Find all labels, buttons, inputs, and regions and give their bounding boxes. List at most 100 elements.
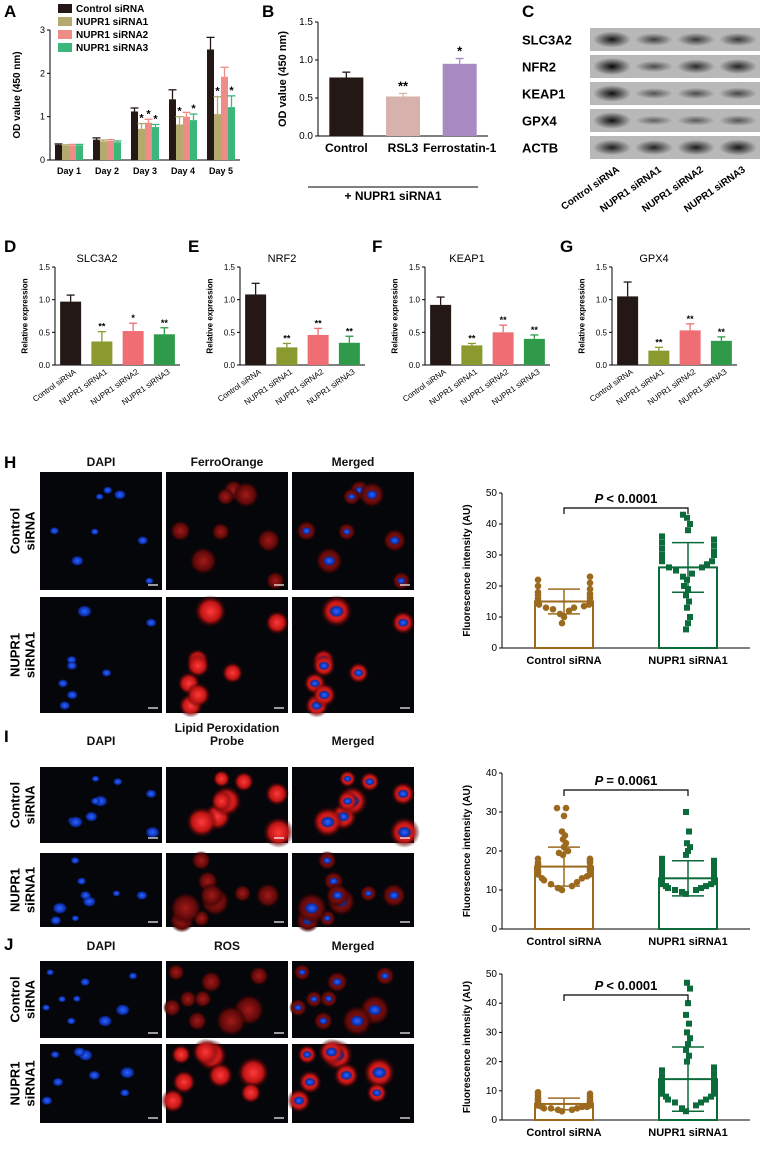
micro-nucleus <box>304 1077 316 1087</box>
a-bar <box>190 120 197 160</box>
h-pvalue: P < 0.0001 <box>595 491 658 506</box>
h-xtick-label: NUPR1 siRNA1 <box>648 655 727 667</box>
micro-nucleus <box>145 618 157 628</box>
h-point <box>687 521 693 527</box>
micro-nucleus <box>343 775 352 783</box>
panel-letter-g: G <box>560 237 573 256</box>
micro-nucleus <box>91 775 100 783</box>
j-point <box>534 1088 542 1096</box>
j-point <box>687 985 693 992</box>
a-bar <box>131 111 138 160</box>
b-ylabel: OD value (450 nm) <box>277 31 289 127</box>
micro-cell <box>210 790 233 812</box>
micro-nucleus <box>320 816 336 829</box>
blot-row-label: NFR2 <box>522 60 556 75</box>
f-ytick-label: 0.0 <box>409 361 421 370</box>
micro-nucleus <box>324 995 334 1003</box>
micro-cell <box>172 1070 196 1094</box>
f-ytick-label: 0.5 <box>409 328 421 337</box>
micro-cell <box>160 1088 186 1113</box>
h-point <box>711 542 717 549</box>
panel-letter-e: E <box>188 237 199 256</box>
a-ylabel: OD value (450 nm) <box>12 51 23 138</box>
micro-nucleus <box>293 1004 303 1012</box>
j-point <box>683 1108 689 1115</box>
micro-nucleus <box>113 489 127 500</box>
a-bar <box>93 139 100 160</box>
h-ytick-label: 40 <box>486 519 498 530</box>
micro-cell <box>170 520 191 542</box>
j-point <box>686 1052 692 1059</box>
i-point <box>711 871 717 878</box>
h-point <box>534 576 542 584</box>
blot-band <box>635 60 673 73</box>
b-ytick-label: 1.5 <box>299 17 313 28</box>
a-bar <box>214 114 221 160</box>
h-point <box>542 604 550 611</box>
h-point <box>684 576 690 583</box>
blot-row-label: KEAP1 <box>522 87 565 102</box>
b-xtick-label: Ferrostatin-1 <box>423 141 497 155</box>
d-bar <box>153 334 175 365</box>
b-xtick-label: Control <box>325 141 368 155</box>
e-ytick-label: 1.0 <box>224 296 236 305</box>
micro-row-label: ControlsiRNA <box>7 976 37 1022</box>
d-star: * <box>131 313 135 323</box>
a-legend-label: NUPR1 siRNA2 <box>76 30 149 41</box>
micro-nucleus <box>90 797 101 806</box>
e-star: ** <box>315 318 323 328</box>
micro-image <box>40 853 162 927</box>
a-bar <box>176 124 183 160</box>
a-legend-swatch <box>58 43 72 52</box>
micro-cell <box>233 771 255 792</box>
micro-nucleus <box>46 969 55 976</box>
micro-cell <box>187 1011 208 1031</box>
j-point <box>663 1093 669 1100</box>
blot-band <box>593 31 631 48</box>
micro-cell <box>240 1082 262 1104</box>
g-bar <box>710 340 732 365</box>
micro-col-label: DAPI <box>87 939 116 953</box>
micro-image <box>40 597 162 713</box>
i-point <box>562 804 570 812</box>
micro-cell <box>200 971 223 993</box>
j-point <box>685 1041 691 1048</box>
h-point <box>704 561 710 568</box>
a-bar <box>76 145 83 160</box>
h-point <box>659 558 665 565</box>
micro-nucleus <box>309 995 319 1003</box>
h-point <box>683 592 689 599</box>
i-point <box>684 840 690 847</box>
micro-nucleus <box>41 1096 53 1106</box>
blot-strip <box>590 55 760 78</box>
micro-nucleus <box>119 1088 130 1097</box>
h-point <box>687 614 693 620</box>
g-ytick-label: 0.0 <box>596 361 608 370</box>
micro-nucleus <box>364 777 375 786</box>
d-bar <box>122 331 144 365</box>
h-point <box>689 570 695 577</box>
micro-cell <box>186 653 210 678</box>
b-ytick-label: 0.0 <box>299 131 313 142</box>
f-bar <box>492 332 514 365</box>
b-bar <box>442 63 477 136</box>
h-point <box>685 586 691 593</box>
h-point <box>534 582 542 590</box>
micro-cell <box>199 883 224 908</box>
micro-nucleus <box>66 690 79 700</box>
micro-cell <box>191 850 211 871</box>
micro-cell <box>171 1044 192 1065</box>
j-ytick-label: 40 <box>486 998 498 1009</box>
f-star: ** <box>468 333 476 343</box>
blot-band <box>719 115 757 126</box>
micro-row-label: NUPR1siRNA1 <box>7 867 37 913</box>
f-star: ** <box>531 325 539 335</box>
i-ytick-label: 30 <box>486 807 498 818</box>
micro-nucleus <box>353 668 364 677</box>
e-bar <box>338 342 360 365</box>
micro-nucleus <box>380 972 390 980</box>
a-bar <box>207 49 214 160</box>
a-bar <box>55 144 62 160</box>
